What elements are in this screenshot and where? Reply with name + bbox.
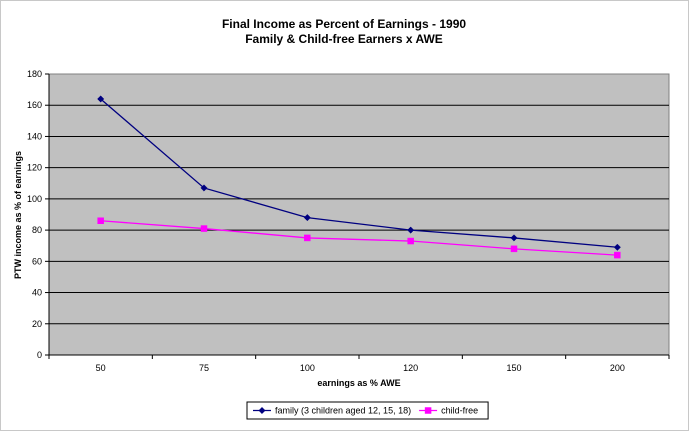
x-axis-title: earnings as % AWE	[317, 378, 400, 388]
y-tick-label: 100	[27, 194, 42, 204]
legend-item: child-free	[419, 406, 478, 416]
x-tick-label: 200	[610, 363, 625, 373]
data-point	[614, 251, 621, 259]
y-axis-ticks: 0 20 40 60 80 100 120 140 160 180	[27, 69, 49, 360]
data-point	[613, 243, 621, 251]
y-tick-label: 160	[27, 100, 42, 110]
data-point	[97, 95, 105, 103]
data-point	[510, 234, 518, 242]
data-point	[407, 226, 415, 234]
x-tick-label: 100	[300, 363, 315, 373]
series-line	[100, 220, 618, 256]
x-axis-ticks: 50 75 100 120 150 200	[48, 355, 670, 373]
y-tick-label: 140	[27, 131, 42, 141]
data-point	[303, 214, 311, 222]
legend-label: family (3 children aged 12, 15, 18)	[275, 406, 411, 416]
series-child-free	[97, 217, 621, 259]
data-point	[200, 225, 208, 232]
y-tick-label: 180	[27, 69, 42, 79]
data-point	[304, 234, 311, 242]
y-tick-label: 20	[32, 319, 42, 329]
legend: family (3 children aged 12, 15, 18) child…	[246, 401, 489, 420]
data-point	[97, 217, 104, 224]
data-point	[200, 184, 208, 192]
series-family	[97, 95, 621, 251]
x-tick-label: 150	[506, 363, 521, 373]
legend-marker	[424, 407, 432, 414]
x-tick-label: 120	[403, 363, 418, 373]
y-axis-title: PTW income as % of earnings	[13, 151, 23, 279]
y-tick-label: 120	[27, 163, 42, 173]
legend-marker	[258, 406, 266, 415]
x-tick-label: 75	[199, 363, 209, 373]
plot-area	[48, 73, 670, 356]
series-lines	[97, 95, 621, 259]
x-tick-label: 50	[96, 363, 106, 373]
y-tick-label: 80	[32, 225, 42, 235]
legend-item: family (3 children aged 12, 15, 18)	[253, 406, 411, 416]
data-point	[407, 237, 414, 245]
y-tick-label: 60	[32, 256, 42, 266]
series-line	[100, 98, 618, 248]
y-tick-label: 40	[32, 288, 42, 298]
legend-label: child-free	[441, 406, 478, 416]
legend-box	[246, 401, 489, 420]
chart-subtitle: Family & Child-free Earners x AWE	[245, 32, 443, 46]
y-tick-label: 0	[37, 350, 42, 360]
gridlines	[49, 104, 669, 325]
chart-title: Final Income as Percent of Earnings - 19…	[222, 17, 466, 31]
data-point	[510, 245, 518, 253]
